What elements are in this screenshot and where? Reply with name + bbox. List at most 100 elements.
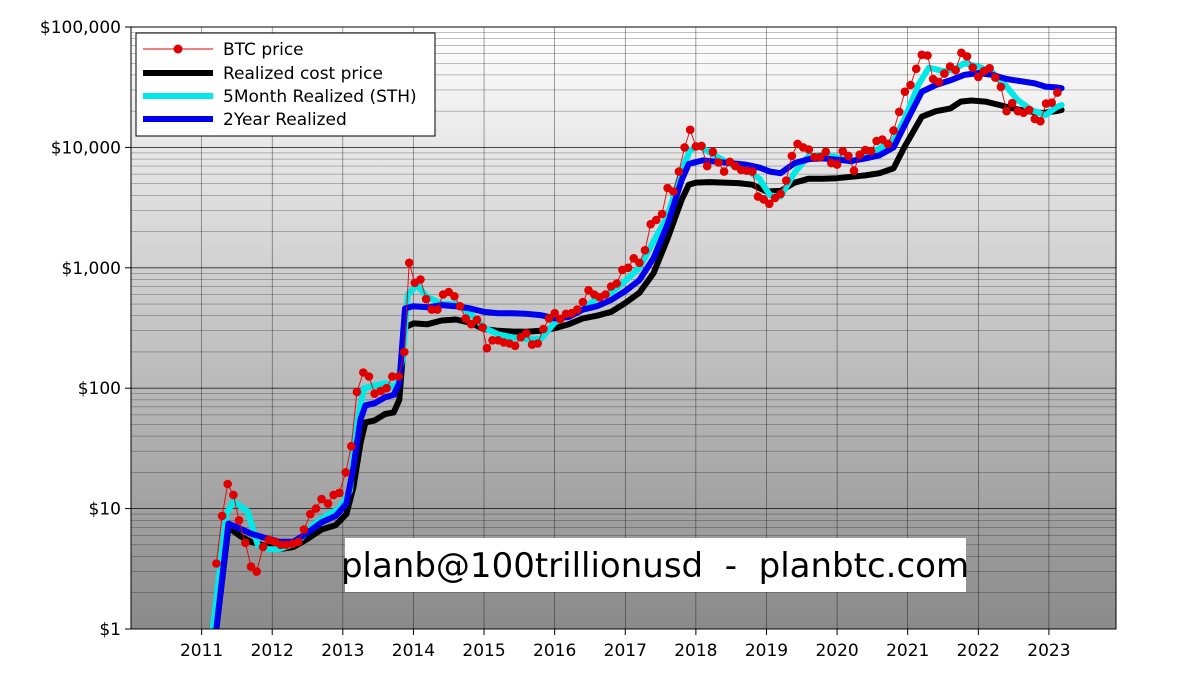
legend-marker-btc-price bbox=[173, 44, 183, 54]
data-point-btc-price bbox=[680, 143, 689, 152]
plot-frame bbox=[130, 26, 1117, 630]
data-point-btc-price bbox=[669, 187, 678, 196]
legend-label-btc-price: BTC price bbox=[223, 40, 304, 60]
data-point-btc-price bbox=[1002, 106, 1011, 116]
data-point-btc-price bbox=[306, 509, 315, 519]
data-point-btc-price bbox=[258, 542, 268, 552]
data-point-btc-price bbox=[223, 479, 232, 489]
data-point-btc-price bbox=[674, 167, 684, 176]
data-point-btc-price bbox=[804, 145, 814, 154]
data-point-btc-price bbox=[685, 125, 695, 135]
legend-label-realized: Realized cost price bbox=[223, 64, 383, 84]
data-point-btc-price bbox=[838, 146, 847, 156]
series-line-2year-realized bbox=[213, 70, 1065, 629]
data-point-btc-price bbox=[550, 308, 559, 318]
x-tick-label: 2013 bbox=[321, 641, 364, 661]
data-point-btc-price bbox=[455, 301, 465, 311]
data-point-btc-price bbox=[522, 329, 531, 338]
data-point-btc-price bbox=[765, 199, 774, 209]
data-point-btc-price bbox=[894, 107, 904, 117]
series-line-realized-cost-price bbox=[213, 97, 1065, 629]
x-tick-label: 2021 bbox=[886, 641, 929, 661]
y-tick-label: $100,000 bbox=[40, 18, 121, 38]
data-point-btc-price bbox=[623, 263, 633, 273]
data-point-btc-price bbox=[294, 537, 303, 547]
data-point-btc-price bbox=[335, 488, 344, 498]
data-point-btc-price bbox=[697, 141, 706, 151]
data-point-btc-price bbox=[719, 167, 729, 176]
data-point-btc-price bbox=[323, 499, 333, 508]
data-point-btc-price bbox=[985, 63, 994, 73]
data-point-btc-price bbox=[352, 387, 362, 397]
y-tick-label: $1 bbox=[99, 620, 121, 640]
data-point-btc-price bbox=[461, 314, 471, 323]
x-tick-label: 2017 bbox=[604, 641, 647, 661]
data-point-btc-price bbox=[416, 275, 425, 284]
y-tick-label: $10 bbox=[89, 500, 121, 520]
data-point-btc-price bbox=[482, 343, 492, 353]
watermark-text: planb@100trillionusd - planbtc.com bbox=[341, 546, 969, 586]
data-point-btc-price bbox=[573, 305, 582, 314]
data-point-btc-price bbox=[282, 540, 291, 550]
x-tick-label: 2011 bbox=[180, 641, 223, 661]
data-point-btc-price bbox=[787, 151, 797, 161]
data-point-btc-price bbox=[849, 166, 859, 175]
data-point-btc-price bbox=[1024, 105, 1034, 115]
x-tick-label: 2019 bbox=[745, 641, 788, 661]
data-point-btc-price bbox=[347, 441, 356, 451]
data-point-btc-price bbox=[900, 87, 910, 96]
x-tick-label: 2023 bbox=[1027, 641, 1070, 661]
x-tick-label: 2015 bbox=[462, 641, 505, 661]
legend-label-2year: 2Year Realized bbox=[223, 110, 347, 130]
data-point-btc-price bbox=[934, 77, 944, 87]
data-point-btc-price bbox=[421, 294, 431, 304]
data-point-btc-price bbox=[1036, 116, 1045, 126]
x-tick-label: 2012 bbox=[251, 641, 294, 661]
data-point-btc-price bbox=[578, 297, 588, 307]
data-point-btc-price bbox=[510, 341, 520, 351]
data-point-btc-price bbox=[702, 161, 712, 171]
data-point-btc-price bbox=[832, 160, 842, 169]
data-point-btc-price bbox=[252, 567, 261, 576]
data-point-btc-price bbox=[996, 82, 1006, 92]
data-point-btc-price bbox=[450, 292, 459, 301]
data-point-btc-price bbox=[714, 158, 723, 167]
x-tick-label: 2016 bbox=[533, 641, 576, 661]
y-tick-label: $100 bbox=[78, 379, 121, 399]
legend: BTC price Realized cost price 5Month Rea… bbox=[135, 32, 436, 137]
watermark: planb@100trillionusd - planbtc.com bbox=[341, 538, 969, 592]
data-point-btc-price bbox=[889, 126, 898, 135]
data-point-btc-price bbox=[311, 504, 321, 513]
data-point-btc-price bbox=[640, 245, 650, 255]
data-point-btc-price bbox=[776, 189, 785, 199]
data-point-btc-price bbox=[991, 73, 1000, 82]
data-point-btc-price bbox=[364, 372, 374, 381]
data-point-btc-price bbox=[782, 176, 791, 185]
data-point-btc-price bbox=[544, 314, 554, 323]
data-point-btc-price bbox=[951, 65, 960, 75]
data-point-btc-price bbox=[299, 525, 309, 534]
data-point-btc-price bbox=[612, 279, 622, 288]
data-point-btc-price bbox=[815, 152, 825, 162]
x-tick-label: 2014 bbox=[392, 641, 435, 661]
series-layer bbox=[209, 48, 1065, 629]
y-tick-label: $1,000 bbox=[62, 259, 121, 279]
data-point-btc-price bbox=[212, 559, 221, 568]
data-point-btc-price bbox=[388, 372, 397, 381]
legend-label-sth: 5Month Realized (STH) bbox=[223, 87, 417, 107]
data-point-btc-price bbox=[974, 72, 983, 82]
x-tick-label: 2022 bbox=[957, 641, 1000, 661]
data-point-btc-price bbox=[433, 305, 442, 314]
data-point-btc-price bbox=[404, 258, 414, 268]
data-point-btc-price bbox=[539, 324, 548, 334]
data-point-btc-price bbox=[968, 63, 977, 72]
x-tick-label: 2020 bbox=[815, 641, 858, 661]
data-point-btc-price bbox=[883, 139, 893, 149]
data-point-btc-price bbox=[962, 52, 972, 61]
data-point-btc-price bbox=[635, 258, 644, 268]
data-point-btc-price bbox=[246, 562, 256, 571]
data-point-btc-price bbox=[1007, 98, 1017, 108]
data-point-btc-price bbox=[866, 146, 876, 156]
data-point-btc-price bbox=[906, 80, 915, 90]
